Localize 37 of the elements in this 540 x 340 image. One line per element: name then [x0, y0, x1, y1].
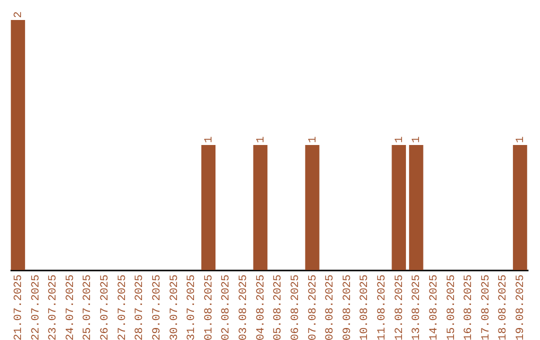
- data-label: 1: [394, 136, 406, 143]
- x-tick-label: 08.08.2025: [324, 274, 337, 340]
- x-tick-label: 25.07.2025: [82, 274, 94, 340]
- x-tick-label: 07.08.2025: [307, 274, 320, 340]
- x-tick-label: 30.07.2025: [168, 274, 181, 340]
- x-tick-label: 05.08.2025: [272, 274, 285, 340]
- data-label: 1: [307, 136, 320, 143]
- x-tick-label: 15.08.2025: [446, 274, 458, 340]
- x-tick-label: 29.07.2025: [151, 274, 164, 340]
- x-tick-label: 16.08.2025: [463, 274, 476, 340]
- data-label: 1: [255, 136, 268, 143]
- x-tick-label: 31.07.2025: [186, 274, 198, 340]
- data-label: 1: [411, 136, 424, 143]
- x-tick-label: 21.07.2025: [12, 274, 25, 340]
- x-tick-label: 28.07.2025: [134, 274, 146, 340]
- data-label: 2: [12, 11, 25, 18]
- x-tick-label: 02.08.2025: [220, 274, 233, 340]
- x-tick-label: 13.08.2025: [411, 274, 424, 340]
- x-tick-label: 12.08.2025: [394, 274, 406, 340]
- x-tick-label: 10.08.2025: [359, 274, 372, 340]
- data-label: 1: [515, 136, 528, 143]
- x-tick-label: 27.07.2025: [116, 274, 129, 340]
- x-tick-label: 18.08.2025: [498, 274, 510, 340]
- x-tick-label: 11.08.2025: [376, 274, 389, 340]
- x-tick-label: 23.07.2025: [48, 274, 60, 340]
- x-tick-label: 01.08.2025: [203, 274, 216, 340]
- x-tick-label: 17.08.2025: [480, 274, 492, 340]
- x-tick-label: 22.07.2025: [30, 274, 42, 340]
- x-tick-label: 04.08.2025: [255, 274, 268, 340]
- x-tick-label: 06.08.2025: [290, 274, 302, 340]
- x-tick-label: 14.08.2025: [428, 274, 440, 340]
- x-tick-label: 09.08.2025: [342, 274, 354, 340]
- x-tick-label: 26.07.2025: [100, 274, 112, 340]
- x-tick-label: 24.07.2025: [64, 274, 77, 340]
- data-label: 1: [203, 136, 216, 143]
- x-tick-label: 19.08.2025: [515, 274, 528, 340]
- x-tick-label: 03.08.2025: [238, 274, 250, 340]
